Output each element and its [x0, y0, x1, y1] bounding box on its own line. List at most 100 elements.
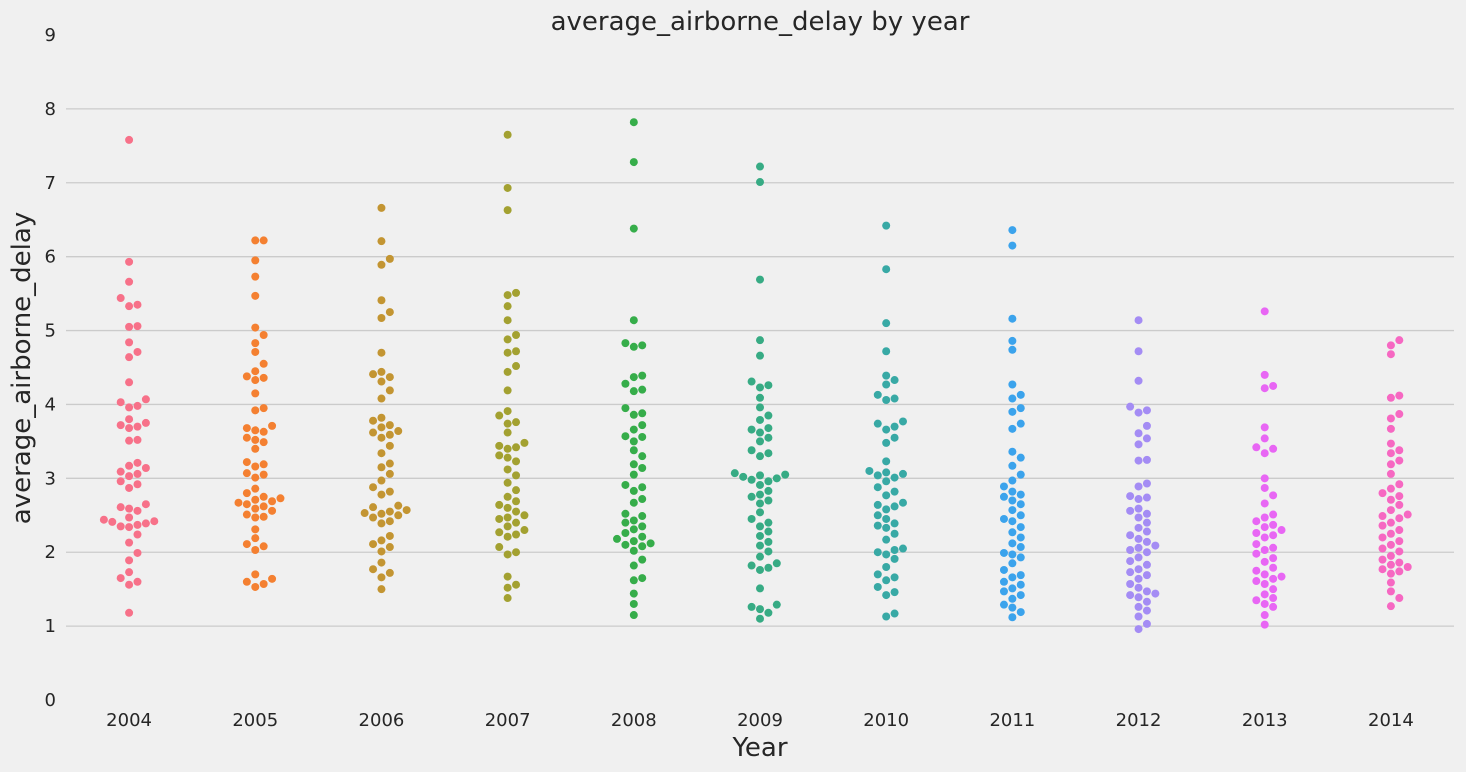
data-point	[1008, 476, 1017, 485]
data-point	[495, 500, 504, 509]
data-point	[1260, 370, 1269, 379]
data-point	[125, 353, 134, 362]
data-point	[999, 565, 1008, 574]
data-point	[377, 394, 386, 403]
data-point	[739, 472, 748, 481]
data-point	[882, 505, 891, 514]
data-point	[1386, 424, 1395, 433]
data-point	[1252, 566, 1261, 575]
data-point	[1269, 574, 1278, 583]
data-point	[1386, 469, 1395, 478]
data-point	[1134, 456, 1143, 465]
data-point	[638, 483, 647, 492]
data-point	[1134, 495, 1143, 504]
data-point	[242, 540, 251, 549]
data-point	[125, 483, 134, 492]
data-point	[756, 522, 764, 531]
data-point	[125, 378, 134, 387]
data-point	[503, 453, 512, 462]
data-point	[495, 411, 504, 420]
data-point	[1269, 381, 1278, 390]
data-point	[873, 471, 882, 480]
data-point	[621, 379, 630, 388]
data-point	[1386, 495, 1395, 504]
data-point	[251, 236, 260, 245]
data-point	[890, 394, 899, 403]
data-point	[385, 517, 394, 526]
x-tick-label: 2010	[863, 710, 909, 731]
y-tick-label: 8	[45, 99, 56, 120]
data-point	[377, 490, 386, 499]
data-point	[133, 480, 142, 489]
data-point	[1008, 559, 1017, 568]
data-point	[251, 347, 260, 356]
data-point	[377, 296, 386, 305]
data-point	[1134, 482, 1143, 491]
data-point	[1134, 347, 1143, 356]
data-point	[394, 501, 403, 510]
data-point	[873, 483, 882, 492]
data-point	[638, 421, 647, 430]
data-point	[638, 385, 647, 394]
data-point	[1277, 526, 1286, 535]
data-point	[1142, 606, 1151, 615]
data-point	[1134, 553, 1143, 562]
data-point	[1126, 568, 1135, 577]
data-point	[242, 424, 251, 433]
data-point	[756, 605, 764, 614]
data-point	[251, 570, 260, 579]
data-point	[882, 477, 891, 486]
data-point	[116, 467, 125, 476]
data-point	[503, 478, 512, 487]
data-point	[629, 425, 638, 434]
data-point	[629, 561, 638, 570]
data-point	[503, 316, 512, 325]
y-tick-label: 4	[45, 394, 56, 415]
data-point	[1395, 547, 1404, 556]
data-point	[865, 466, 874, 475]
x-tick-label: 2004	[106, 710, 152, 731]
data-point	[1142, 518, 1151, 527]
data-point	[251, 291, 260, 300]
data-point	[898, 498, 907, 507]
data-point	[251, 444, 260, 453]
data-point	[1395, 480, 1404, 489]
data-point	[125, 523, 134, 532]
data-point	[512, 347, 521, 356]
data-point	[116, 503, 125, 512]
data-point	[1378, 489, 1387, 498]
data-point	[882, 438, 891, 447]
data-point	[1395, 336, 1404, 345]
data-point	[377, 433, 386, 442]
data-point	[756, 490, 764, 499]
data-point	[503, 367, 512, 376]
data-point	[629, 470, 638, 479]
data-point	[141, 500, 150, 509]
data-point	[999, 600, 1008, 609]
data-point	[512, 518, 521, 527]
data-point	[259, 492, 268, 501]
data-point	[629, 446, 638, 455]
data-point	[1260, 546, 1269, 555]
data-point	[1008, 550, 1017, 559]
data-point	[503, 594, 512, 603]
data-point	[629, 373, 638, 382]
data-point	[629, 525, 638, 534]
data-point	[999, 587, 1008, 596]
data-point	[638, 495, 647, 504]
data-point	[756, 531, 764, 540]
data-point	[621, 509, 630, 518]
y-tick-label: 2	[45, 542, 56, 563]
data-point	[385, 421, 394, 430]
data-point	[503, 386, 512, 395]
data-point	[125, 568, 134, 577]
data-point	[629, 516, 638, 525]
data-point	[259, 427, 268, 436]
data-point	[1252, 577, 1261, 586]
data-point	[890, 487, 899, 496]
data-point	[629, 316, 638, 325]
data-point	[781, 470, 790, 479]
data-point	[377, 348, 386, 357]
data-point	[1142, 571, 1151, 580]
data-point	[1008, 345, 1017, 354]
